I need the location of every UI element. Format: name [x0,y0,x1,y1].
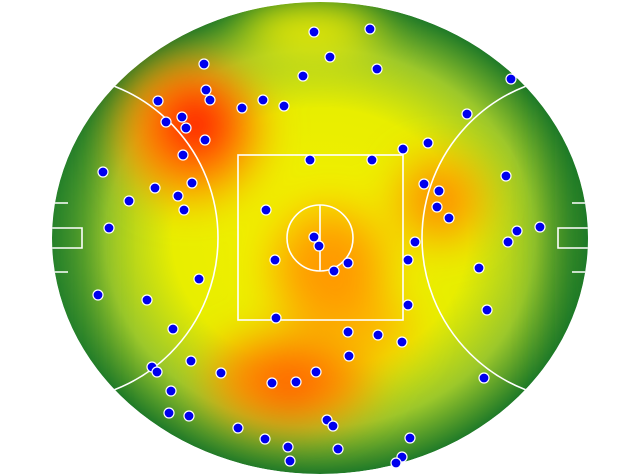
point [304,154,316,166]
point [500,170,512,182]
point [177,149,189,161]
point [257,94,269,106]
point [297,70,309,82]
point [180,122,192,134]
point [282,441,294,453]
point [186,177,198,189]
point [198,58,210,70]
point [260,204,272,216]
point [266,377,278,389]
point [199,134,211,146]
point [324,51,336,63]
point [97,166,109,178]
point [172,190,184,202]
point [371,63,383,75]
point [185,355,197,367]
point [327,420,339,432]
point [236,102,248,114]
point [232,422,244,434]
point [176,111,188,123]
point [404,432,416,444]
point [167,323,179,335]
point [342,257,354,269]
point [290,376,302,388]
point [402,254,414,266]
point [473,262,485,274]
point [270,312,282,324]
point [92,289,104,301]
point [328,265,340,277]
point [123,195,135,207]
point [343,350,355,362]
point [461,108,473,120]
point [478,372,490,384]
point [505,73,517,85]
point [443,212,455,224]
point [402,299,414,311]
point [418,178,430,190]
point [511,225,523,237]
point [422,137,434,149]
point [310,366,322,378]
point [200,84,212,96]
point [149,182,161,194]
point [409,236,421,248]
point [163,407,175,419]
point [178,204,190,216]
point [308,26,320,38]
point [308,231,320,243]
point [215,367,227,379]
point [313,240,325,252]
point [151,366,163,378]
point [433,185,445,197]
point [372,329,384,341]
point [502,236,514,248]
point [204,94,216,106]
point [397,143,409,155]
point [481,304,493,316]
point [152,95,164,107]
point [141,294,153,306]
point [278,100,290,112]
point [193,273,205,285]
point [284,455,296,467]
point [431,201,443,213]
point [269,254,281,266]
point [332,443,344,455]
point [390,457,402,469]
point [183,410,195,422]
point [366,154,378,166]
point [396,336,408,348]
point [160,116,172,128]
point [259,433,271,445]
point [364,23,376,35]
point [342,326,354,338]
point [534,221,546,233]
point [165,385,177,397]
point [103,222,115,234]
